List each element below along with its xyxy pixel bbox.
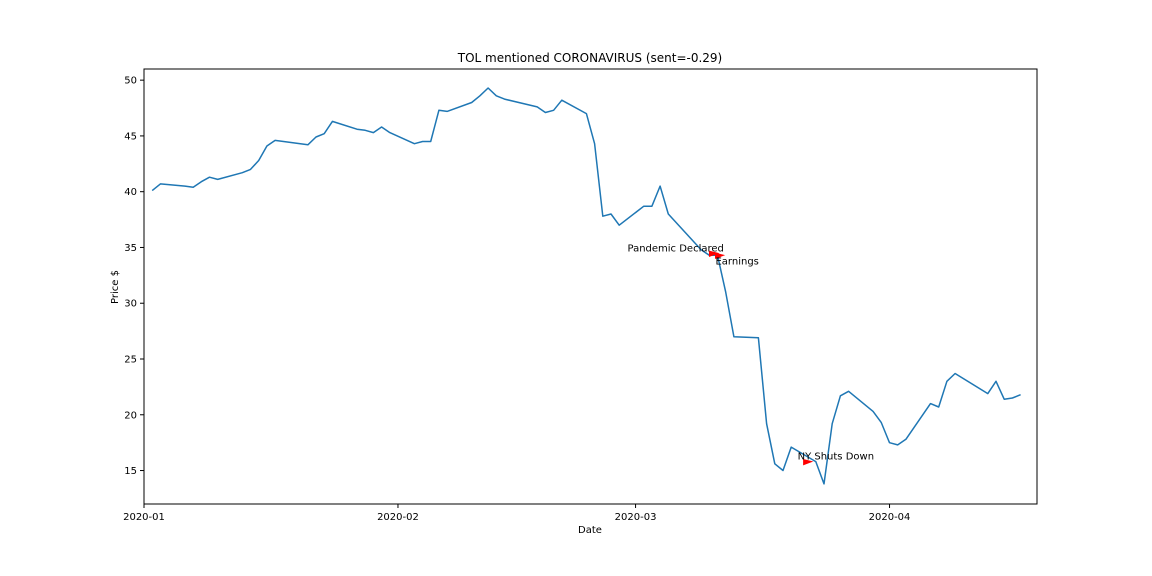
- annotation-label: NY Shuts Down: [798, 452, 874, 463]
- plot-area: [151, 87, 1021, 485]
- x-tick-label: 2020-03: [615, 512, 657, 523]
- y-axis-label: Price $: [110, 270, 121, 304]
- chart-title: TOL mentioned CORONAVIRUS (sent=-0.29): [457, 51, 723, 65]
- y-tick-label: 25: [124, 355, 137, 366]
- y-tick-label: 50: [124, 76, 137, 87]
- y-tick-label: 30: [124, 299, 137, 310]
- annotations-layer: Pandemic Declared Earnings NY Shuts Down: [627, 243, 874, 466]
- x-axis: 2020-01 2020-02 2020-03 2020-04: [123, 504, 910, 523]
- annotation-label: Pandemic Declared: [627, 243, 723, 254]
- x-tick-label: 2020-01: [123, 512, 165, 523]
- x-axis-label: Date: [578, 525, 602, 536]
- y-tick-label: 45: [124, 131, 137, 142]
- annotation-label: Earnings: [715, 256, 758, 267]
- plot-frame: [143, 68, 1038, 505]
- y-tick-label: 40: [124, 187, 137, 198]
- y-axis: 15 20 25 30 35 40 45 50: [124, 76, 144, 477]
- y-tick-label: 15: [124, 466, 137, 477]
- x-tick-label: 2020-02: [377, 512, 419, 523]
- x-tick-label: 2020-04: [869, 512, 911, 523]
- annotation-arrow-marker: [803, 458, 814, 466]
- price-line: [151, 87, 1021, 485]
- annotation-arrow-marker: [708, 250, 720, 257]
- annotation-arrow-marker: [714, 252, 726, 259]
- y-tick-label: 35: [124, 243, 137, 254]
- y-tick-label: 20: [124, 410, 137, 421]
